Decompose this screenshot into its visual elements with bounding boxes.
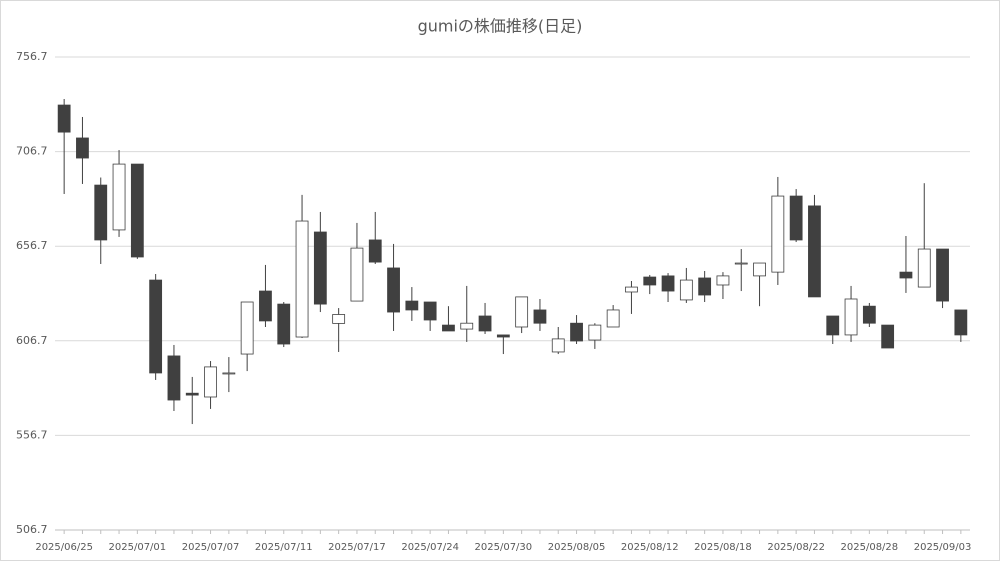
candle-body bbox=[222, 372, 236, 375]
x-tick-label: 2025/07/30 bbox=[475, 542, 533, 553]
candle-body bbox=[625, 286, 638, 293]
x-tick-label: 2025/07/11 bbox=[255, 542, 313, 553]
candle-body bbox=[496, 334, 510, 338]
candle-body bbox=[442, 324, 455, 332]
candle-body bbox=[679, 279, 693, 301]
candle-body bbox=[771, 195, 785, 273]
x-tick-label: 2025/08/05 bbox=[548, 542, 606, 553]
candle-body bbox=[368, 239, 382, 263]
y-tick-label: 606.7 bbox=[16, 334, 48, 347]
candle-body bbox=[515, 296, 529, 328]
x-tick-label: 2025/06/25 bbox=[35, 542, 93, 553]
candle-body bbox=[844, 298, 858, 336]
y-tick-label: 756.7 bbox=[16, 50, 48, 63]
candle-body bbox=[405, 300, 419, 311]
x-tick-label: 2025/09/03 bbox=[914, 542, 972, 553]
candle-body bbox=[570, 322, 583, 342]
candle-body bbox=[862, 305, 876, 324]
candle-body bbox=[76, 137, 89, 159]
candle-body bbox=[277, 303, 291, 345]
candle-body bbox=[881, 324, 895, 349]
candle-body bbox=[423, 301, 437, 321]
candle-body bbox=[240, 301, 254, 355]
candle-body bbox=[643, 276, 657, 286]
x-tick-label: 2025/08/18 bbox=[694, 542, 752, 553]
candle-body bbox=[551, 338, 565, 353]
candle-body bbox=[716, 275, 730, 286]
chart-title: gumiの株価推移(日足) bbox=[418, 17, 583, 36]
candle-body bbox=[460, 322, 474, 330]
candle-body bbox=[204, 366, 217, 398]
candle-body bbox=[917, 248, 931, 288]
candle-body bbox=[350, 247, 364, 302]
x-tick-label: 2025/08/28 bbox=[841, 542, 899, 553]
candle-body bbox=[698, 277, 712, 296]
candle-body bbox=[112, 163, 126, 231]
candle-body bbox=[149, 279, 163, 374]
candle-body bbox=[295, 220, 309, 338]
y-tick-label: 706.7 bbox=[16, 145, 48, 158]
candle-body bbox=[936, 248, 949, 302]
x-tick-label: 2025/08/22 bbox=[767, 542, 825, 553]
y-tick-label: 506.7 bbox=[16, 523, 48, 536]
candle-body bbox=[808, 205, 821, 298]
candle-body bbox=[57, 104, 71, 133]
candle-body bbox=[259, 290, 272, 322]
candle-body bbox=[661, 275, 675, 292]
candle-body bbox=[533, 309, 547, 324]
candle-body bbox=[734, 262, 748, 265]
candle-body bbox=[332, 314, 346, 324]
x-tick-label: 2025/07/07 bbox=[182, 542, 240, 553]
x-tick-label: 2025/08/12 bbox=[621, 542, 679, 553]
y-tick-label: 556.7 bbox=[16, 428, 48, 441]
candle-body bbox=[167, 355, 181, 401]
candle-body bbox=[313, 231, 327, 305]
y-tick-label: 656.7 bbox=[16, 239, 48, 252]
candle-body bbox=[606, 309, 620, 328]
candle-body bbox=[387, 267, 400, 313]
candle-body bbox=[588, 324, 602, 341]
candle-body bbox=[185, 392, 199, 396]
candle-body bbox=[826, 315, 840, 336]
candle-body bbox=[94, 184, 108, 241]
candle-body bbox=[753, 262, 766, 277]
candle-body bbox=[478, 315, 492, 332]
x-tick-label: 2025/07/24 bbox=[401, 542, 459, 553]
x-tick-label: 2025/07/17 bbox=[328, 542, 386, 553]
candle-body bbox=[954, 309, 968, 336]
x-tick-label: 2025/07/01 bbox=[109, 542, 167, 553]
candle-body bbox=[789, 195, 803, 241]
candle-body bbox=[130, 163, 144, 258]
candle-body bbox=[899, 271, 913, 279]
